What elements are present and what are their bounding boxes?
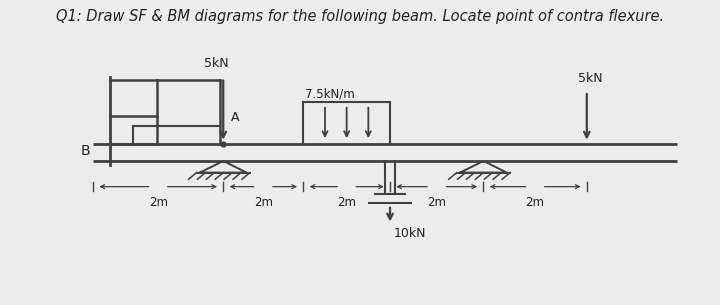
Text: 10kN: 10kN [393,228,426,240]
Text: 7.5kN/m: 7.5kN/m [305,87,354,100]
Text: 2m: 2m [427,196,446,209]
Text: 2m: 2m [253,196,273,209]
Text: 5kN: 5kN [204,57,229,70]
Text: 2m: 2m [149,196,168,209]
Text: 2m: 2m [526,196,544,209]
Text: Q1: Draw SF & BM diagrams for the following beam. Locate point of contra flexure: Q1: Draw SF & BM diagrams for the follow… [56,9,664,24]
Text: B: B [80,144,90,158]
Text: 2m: 2m [337,196,356,209]
Text: A: A [231,111,240,124]
Text: 5kN: 5kN [578,72,603,85]
